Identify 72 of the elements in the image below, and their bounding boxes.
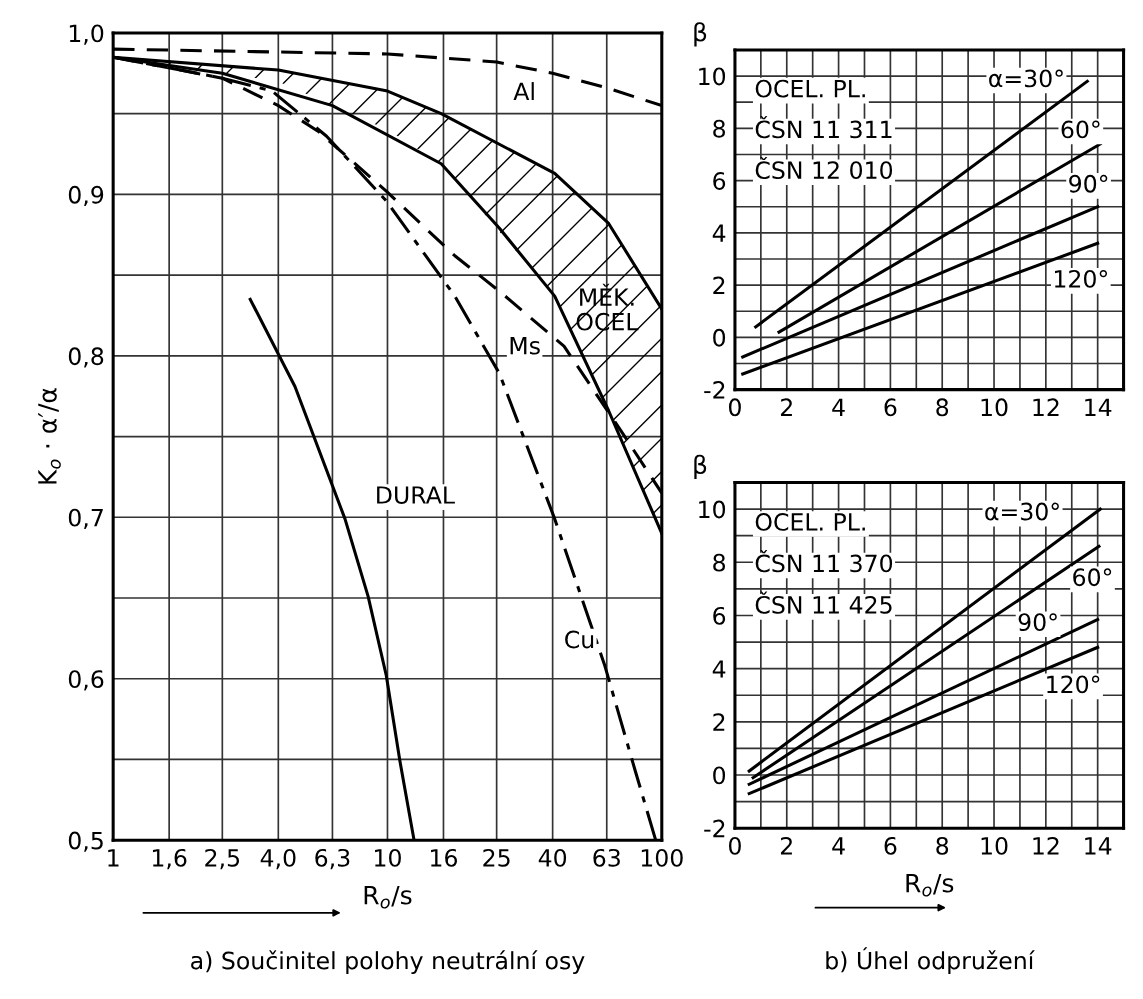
y-tick-label: 0,9	[68, 185, 104, 207]
y-tick-label: 8	[713, 553, 725, 572]
y-tick-label: 10	[699, 500, 726, 519]
y-tick-label: 6	[713, 606, 726, 625]
series-label: Ms	[510, 337, 540, 355]
y-axis-title: β	[694, 454, 707, 480]
x-tick-label: 2	[780, 836, 792, 855]
series-label: α=30°	[989, 69, 1063, 88]
y-tick-label: 10	[699, 67, 726, 86]
annotation: OCEL. PL.	[755, 512, 865, 531]
x-tick-label: 2,5	[205, 848, 240, 870]
series-label: 60°	[1073, 568, 1112, 587]
series-label: α=30°	[985, 502, 1059, 521]
y-tick-label: 0,7	[68, 508, 103, 529]
x-tick-label: 6	[884, 398, 897, 417]
x-tick-label: 10	[375, 848, 401, 867]
series-label: 120°	[1054, 269, 1108, 288]
x-tick-label: 40	[538, 848, 567, 867]
y-tick-label: 0,8	[68, 347, 104, 368]
y-tick-label: 0	[713, 766, 726, 785]
x-tick-label: 4,0	[260, 848, 296, 870]
y-tick-label: 4	[712, 224, 726, 242]
x-tick-label: 4	[832, 837, 845, 855]
y-tick-label: 8	[713, 119, 725, 138]
x-tick-label: 10	[981, 398, 1008, 417]
x-tick-label: 0	[728, 836, 741, 855]
series-label: 90°	[1018, 613, 1057, 632]
x-tick-label: 12	[1033, 836, 1059, 855]
x-tick-label: 1,6	[152, 848, 187, 870]
series-label: 120°	[1047, 675, 1100, 694]
text: a) Součinitel polohy neutrální osy	[191, 950, 585, 975]
series-label: Cu	[565, 630, 594, 649]
x-tick-label: 12	[1033, 398, 1059, 416]
annotation: ČSN 12 010	[755, 156, 893, 180]
x-tick-label: 6,3	[315, 848, 350, 870]
x-tick-label: 14	[1085, 837, 1112, 855]
x-axis-title: R$_{o}$/s	[906, 873, 954, 897]
y-tick-label: 0	[713, 328, 726, 347]
y-tick-label: 0,5	[68, 831, 103, 852]
y-tick-label: 1,0	[69, 24, 104, 45]
x-tick-label: 6	[884, 836, 897, 855]
series-label: DURAL	[377, 486, 455, 504]
x-tick-label: 100	[641, 848, 683, 867]
x-tick-label: 2	[780, 398, 792, 416]
y-axis-title: β	[694, 22, 707, 47]
x-tick-label: 4	[832, 398, 845, 416]
x-tick-label: 16	[431, 848, 458, 867]
y-axis-title: K$_{o}$ · α′/α	[38, 388, 61, 484]
x-tick-label: 63	[593, 848, 620, 867]
annotation: ČSN 11 311	[755, 116, 892, 139]
x-tick-label: 1	[108, 849, 119, 867]
annotation: ČSN 11 370	[755, 550, 893, 573]
x-tick-label: 10	[981, 836, 1008, 855]
x-tick-label: 8	[936, 398, 949, 417]
x-tick-label: 8	[936, 836, 949, 855]
series-label: Al	[513, 82, 534, 101]
y-tick-label: 6	[713, 172, 726, 190]
y-tick-label: 0,6	[68, 670, 104, 691]
y-tick-label: 4	[712, 660, 726, 678]
x-axis-title: R$_{o}$/s	[364, 885, 412, 909]
y-tick-label: -2	[704, 819, 725, 838]
series-label: 90°	[1069, 174, 1108, 193]
x-tick-label: 14	[1085, 398, 1112, 416]
y-tick-label: -2	[704, 381, 725, 399]
y-tick-label: 2	[713, 713, 725, 731]
x-tick-label: 0	[728, 398, 741, 417]
series-label: 60°	[1061, 120, 1100, 139]
text: b) Úhel odpružení	[826, 947, 1035, 975]
y-tick-label: 2	[713, 276, 725, 295]
x-tick-label: 25	[483, 848, 510, 867]
annotation: ČSN 11 425	[755, 591, 892, 614]
annotation: OCEL. PL.	[755, 79, 865, 98]
